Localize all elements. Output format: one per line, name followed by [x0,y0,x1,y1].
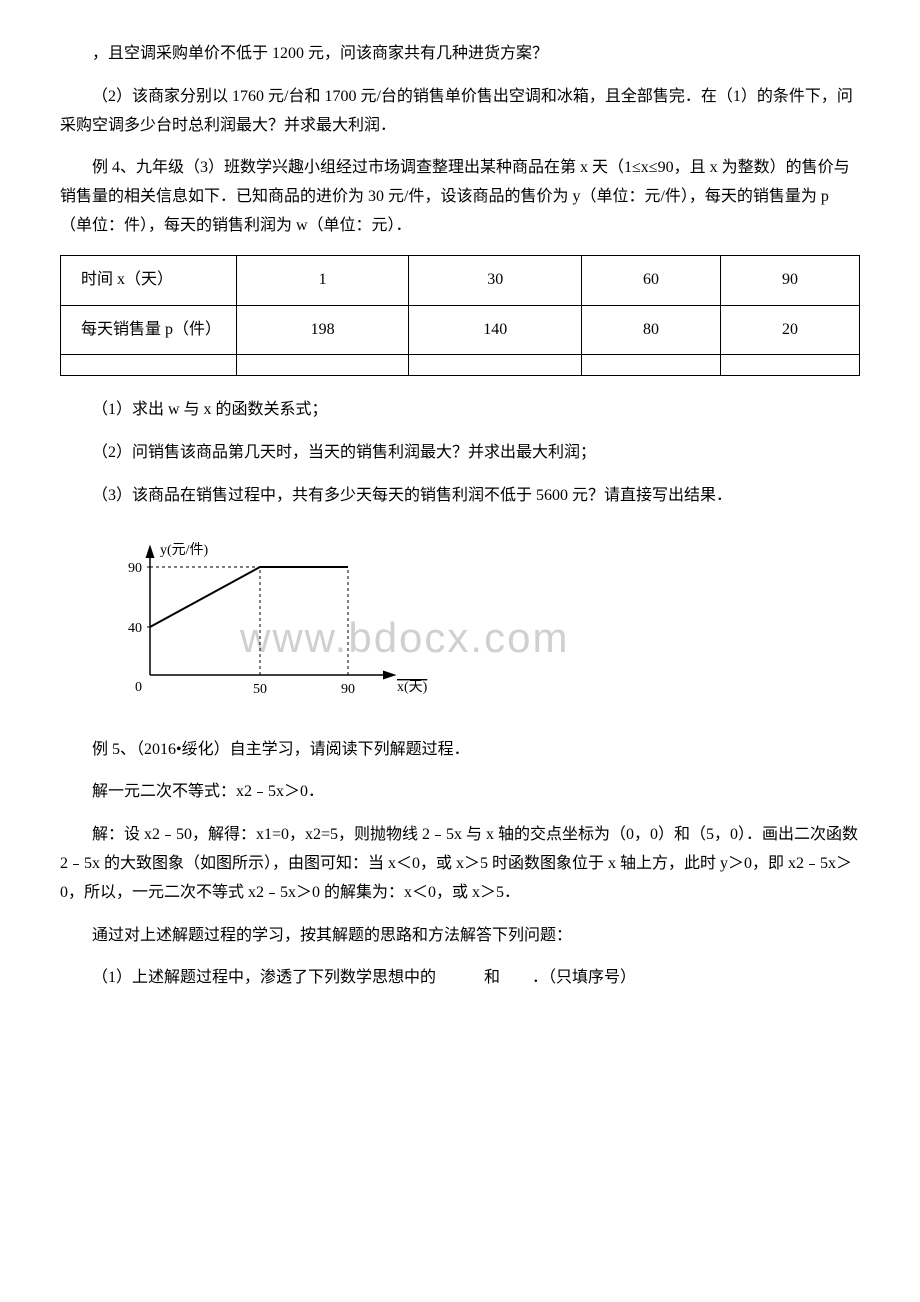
table-cell: 198 [236,305,409,355]
table-cell: 1 [236,255,409,305]
svg-text:0: 0 [135,680,142,695]
table-cell-label: 每天销售量 p（件） [61,305,237,355]
svg-text:90: 90 [128,561,142,576]
table-cell: 90 [721,255,860,305]
table-cell: 60 [582,255,721,305]
table-row: 每天销售量 p（件） 198 140 80 20 [61,305,860,355]
paragraph-example4: 例 4、九年级（3）班数学兴趣小组经过市场调查整理出某种商品在第 x 天（1≤x… [60,154,860,240]
paragraph-solution: 解：设 x2﹣50，解得：x1=0，x2=5，则抛物线 2﹣5x 与 x 轴的交… [60,821,860,907]
table-row [61,355,860,376]
table-cell-label: 时间 x（天） [61,255,237,305]
paragraph-q1-thought: （1）上述解题过程中，渗透了下列数学思想中的 和 ．（只填序号） [60,964,860,993]
svg-text:90: 90 [341,682,355,697]
paragraph-inequality: 解一元二次不等式：x2﹣5x＞0． [60,778,860,807]
table-cell [236,355,409,376]
paragraph-example5: 例 5、（2016•绥化）自主学习，请阅读下列解题过程． [60,736,860,765]
table-cell: 30 [409,255,582,305]
table-cell [582,355,721,376]
paragraph-q3-days: （3）该商品在销售过程中，共有多少天每天的销售利润不低于 5600 元？请直接写… [60,482,860,511]
table-cell: 80 [582,305,721,355]
table-cell [409,355,582,376]
svg-text:50: 50 [253,682,267,697]
table-cell-label [61,355,237,376]
chart-svg: 40 90 0 50 90 y(元/件) x(天) [100,525,440,705]
paragraph-q2-maxprofit: （2）问销售该商品第几天时，当天的销售利润最大？并求出最大利润； [60,439,860,468]
svg-text:x(天): x(天) [397,680,428,695]
line-chart: 40 90 0 50 90 y(元/件) x(天) [100,525,860,716]
table-row: 时间 x（天） 1 30 60 90 [61,255,860,305]
table-cell [721,355,860,376]
paragraph-q2-profit: （2）该商家分别以 1760 元/台和 1700 元/台的销售单价售出空调和冰箱… [60,83,860,141]
table-cell: 20 [721,305,860,355]
svg-text:40: 40 [128,621,142,636]
svg-text:y(元/件): y(元/件) [160,542,209,558]
paragraph-instruction: 通过对上述解题过程的学习，按其解题的思路和方法解答下列问题： [60,922,860,951]
table-cell: 140 [409,305,582,355]
paragraph-ac-min: ，且空调采购单价不低于 1200 元，问该商家共有几种进货方案？ [60,40,860,69]
paragraph-q1-func: （1）求出 w 与 x 的函数关系式； [60,396,860,425]
data-table: 时间 x（天） 1 30 60 90 每天销售量 p（件） 198 140 80… [60,255,860,377]
